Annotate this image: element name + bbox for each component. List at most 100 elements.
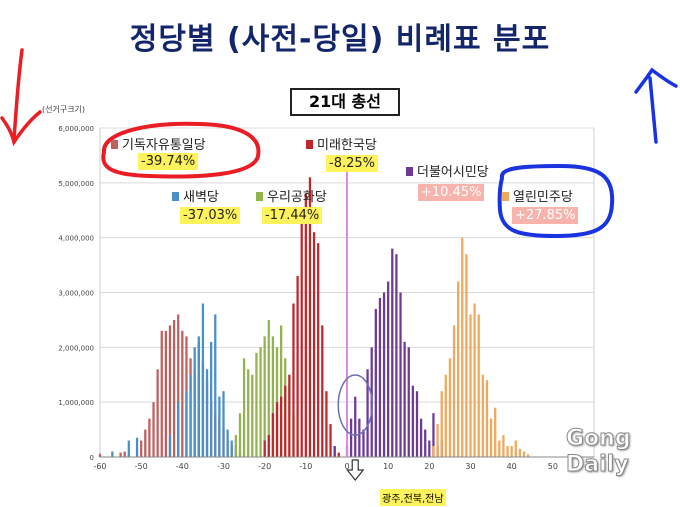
bar xyxy=(119,452,122,457)
legend-swatch xyxy=(256,192,263,201)
x-tick-label: -30 xyxy=(217,462,230,471)
bar xyxy=(177,314,180,457)
legend-label: 미래한국당 xyxy=(317,138,377,153)
x-tick-label: -20 xyxy=(258,462,271,471)
pct-platform: +10.45% xyxy=(418,184,485,201)
bar xyxy=(333,446,336,457)
pct-our-republican: -17.44% xyxy=(262,207,323,224)
bar xyxy=(267,435,270,457)
bar xyxy=(382,292,386,457)
highlight-ellipse xyxy=(337,374,373,436)
bar xyxy=(448,358,452,457)
bar xyxy=(378,297,382,457)
bar xyxy=(444,374,447,457)
bar xyxy=(428,440,431,457)
bar xyxy=(156,369,159,457)
bar xyxy=(135,437,139,457)
bar xyxy=(284,385,287,457)
bar xyxy=(440,391,443,457)
bar xyxy=(300,221,303,457)
legend-label: 우리공화당 xyxy=(267,190,327,205)
bar xyxy=(230,440,233,457)
legend-label: 기독자유통일당 xyxy=(122,138,206,153)
bar xyxy=(415,391,419,457)
bar xyxy=(263,440,266,457)
y-tick-label: 6,000,000 xyxy=(58,125,94,133)
bar xyxy=(210,341,213,457)
legend-label: 열린민주당 xyxy=(513,190,573,205)
bar xyxy=(337,452,340,457)
bar xyxy=(457,281,460,457)
pct-dawn: -37.03% xyxy=(180,207,241,224)
bar xyxy=(312,232,316,457)
pct-future-korea: -8.25% xyxy=(326,155,378,172)
bar xyxy=(144,429,147,457)
x-tick-label: 40 xyxy=(507,462,517,471)
bar xyxy=(238,413,242,457)
bar xyxy=(304,193,307,458)
bar xyxy=(242,358,246,457)
legend-swatch xyxy=(502,192,509,201)
y-tick-label: 0 xyxy=(90,454,94,462)
bar xyxy=(296,276,299,457)
bar xyxy=(362,429,365,457)
bar xyxy=(308,177,312,457)
bar xyxy=(403,341,406,457)
bar xyxy=(325,391,328,457)
bar xyxy=(424,429,427,457)
bar xyxy=(189,374,192,457)
bar xyxy=(514,440,517,457)
bar xyxy=(527,454,530,457)
bar xyxy=(461,237,464,457)
x-tick-label: 20 xyxy=(424,462,434,471)
bar xyxy=(502,435,505,457)
bar xyxy=(489,418,493,457)
bar xyxy=(280,396,283,457)
bar xyxy=(263,336,266,457)
bar xyxy=(280,325,283,457)
y-tick-label: 4,000,000 xyxy=(58,235,94,243)
legend-swatch xyxy=(172,192,179,201)
y-axis-unit: (선거구크기) xyxy=(42,105,86,114)
bar xyxy=(481,374,484,457)
bar xyxy=(506,446,509,457)
bar xyxy=(411,385,414,457)
chart-axes: 0 1,000,000 2,000,000 3,000,000 4,000,000 5,0… xyxy=(58,125,594,471)
legend-entry-platform: 더불어시민당 xyxy=(406,161,489,180)
bar xyxy=(349,418,353,457)
bar xyxy=(164,330,167,457)
region-label: 광주,전북,전남 xyxy=(380,489,446,506)
bar xyxy=(168,435,172,457)
pct-open-democratic: +27.85% xyxy=(512,207,579,224)
y-tick-label: 5,000,000 xyxy=(58,180,94,188)
bar xyxy=(494,407,497,457)
bar xyxy=(498,440,501,457)
bar xyxy=(197,336,200,457)
legend-entry-open-democratic: 열린민주당 xyxy=(502,186,573,205)
bar xyxy=(98,453,102,457)
bar xyxy=(469,314,472,457)
bar xyxy=(193,347,196,457)
y-tick-label: 3,000,000 xyxy=(58,290,94,298)
watermark-line1: Gong xyxy=(566,426,632,452)
bar xyxy=(205,369,209,457)
bar xyxy=(271,336,275,457)
bar xyxy=(259,347,262,457)
bar xyxy=(226,429,229,457)
chart-annotations xyxy=(0,48,678,481)
bar xyxy=(255,352,258,457)
bar xyxy=(358,418,361,457)
bar xyxy=(177,402,180,457)
x-tick-label: 50 xyxy=(548,462,558,471)
bar xyxy=(317,243,320,457)
legend-entry-our-republican: 우리공화당 xyxy=(256,186,327,205)
bar xyxy=(185,391,188,457)
red-arrow-icon xyxy=(0,48,42,147)
blue-arrow-icon xyxy=(634,67,678,144)
legend-swatch xyxy=(111,140,118,149)
page-headline: 정당별 (사전-당일) 비례표 분포 xyxy=(129,22,551,57)
y-tick-label: 1,000,000 xyxy=(58,399,94,407)
legend-entry-christian-liberty: 기독자유통일당 xyxy=(111,134,206,153)
bar xyxy=(432,413,435,457)
